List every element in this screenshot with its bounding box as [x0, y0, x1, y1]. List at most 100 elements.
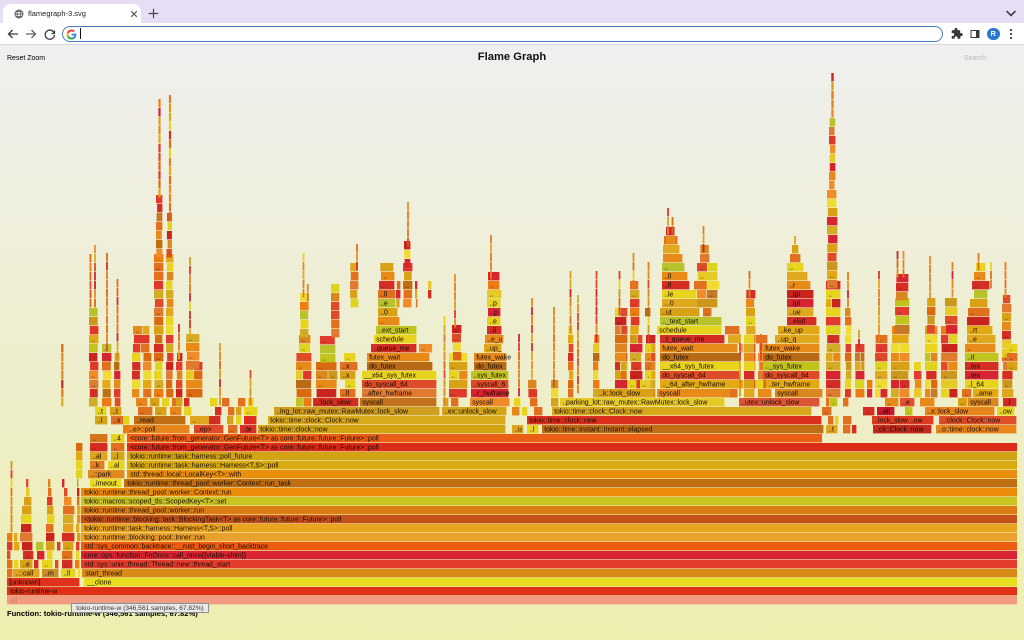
svg-text:..: ..: [632, 355, 636, 362]
svg-text:..ll: ..ll: [664, 274, 671, 281]
svg-text:<core::future::from_generator:: <core::future::from_generator::GenFuture…: [130, 445, 379, 452]
svg-text:do_syscall_64: do_syscall_64: [662, 373, 706, 380]
svg-text:..ex::unlock_slow: ..ex::unlock_slow: [444, 409, 496, 416]
svg-text:futex_wait: futex_wait: [369, 355, 400, 362]
svg-text:..: ..: [156, 265, 160, 272]
svg-text:syscall: syscall: [777, 391, 798, 398]
svg-text:..l: ..l: [113, 454, 119, 461]
svg-text:..t: ..t: [112, 409, 118, 416]
svg-text:..ing_lot::raw_mutex::RawMutex: ..ing_lot::raw_mutex::RawMutex::lock_slo…: [276, 409, 408, 416]
svg-text:..: ..: [893, 364, 897, 371]
svg-text:..: ..: [157, 382, 161, 389]
svg-text:..: ..: [877, 355, 881, 362]
svg-text:..queue_me: ..queue_me: [373, 346, 410, 353]
svg-text:..: ..: [632, 373, 636, 380]
svg-text:..: ..: [454, 327, 458, 334]
svg-text:..: ..: [451, 391, 455, 398]
svg-text:..rt: ..rt: [969, 328, 977, 335]
svg-text:..: ..: [927, 337, 931, 344]
svg-text:..: ..: [705, 310, 709, 317]
svg-text:..: ..: [156, 355, 160, 362]
svg-text:..al: ..al: [110, 463, 120, 470]
svg-text:<core::future::from_generator:: <core::future::from_generator::GenFuture…: [130, 436, 379, 443]
svg-text:..4: ..4: [113, 436, 121, 443]
svg-text:schedule: schedule: [376, 337, 404, 344]
svg-text:..: ..: [188, 391, 192, 398]
svg-text:tokio::runtime::task::harness:: tokio::runtime::task::harness::Harness<T…: [130, 463, 279, 470]
svg-text:..: ..: [156, 391, 160, 398]
svg-text:std::thread::local::LocalKey<T: std::thread::local::LocalKey<T>::with: [130, 472, 241, 479]
svg-text:..: ..: [829, 282, 833, 289]
svg-text:tokio::time::clock::Clock::now: tokio::time::clock::Clock::now: [270, 418, 358, 425]
svg-text:..: ..: [664, 265, 668, 272]
svg-text:..: ..: [489, 292, 493, 299]
svg-text:..ame: ..ame: [975, 391, 992, 398]
svg-text:..: ..: [172, 409, 176, 416]
svg-text:..x::lock_slow: ..x::lock_slow: [927, 409, 968, 416]
svg-text:schedule: schedule: [659, 328, 687, 335]
svg-text:..r_hwframe: ..r_hwframe: [473, 391, 510, 398]
svg-text:.: .: [647, 373, 649, 380]
svg-text:..: ..: [1009, 346, 1013, 353]
svg-text:..: ..: [322, 356, 326, 363]
svg-text:Reset Zoom: Reset Zoom: [7, 55, 45, 62]
svg-text:..e: ..e: [902, 400, 910, 407]
svg-text:..after_hwframe: ..after_hwframe: [364, 391, 412, 398]
svg-text:..: ..: [230, 427, 234, 434]
svg-text:..: ..: [824, 409, 828, 416]
svg-text:tokio::time::instant::Instant:: tokio::time::instant::Instant::elapsed: [544, 427, 652, 434]
svg-text:__x64_sys_futex: __x64_sys_futex: [363, 373, 416, 380]
svg-text:..e: ..e: [22, 562, 30, 569]
svg-text:..: ..: [318, 364, 322, 371]
svg-text:.: .: [832, 400, 834, 407]
svg-text:..: ..: [887, 400, 891, 407]
svg-text:..ll: ..ll: [63, 571, 70, 578]
svg-text:..: ..: [1004, 355, 1008, 362]
svg-text:Flame Graph: Flame Graph: [478, 51, 547, 63]
svg-text:..: ..: [92, 436, 96, 443]
svg-text:..: ..: [192, 418, 196, 425]
svg-text:.: .: [647, 364, 649, 371]
svg-text:..ue: ..ue: [789, 310, 801, 317]
svg-text:..t: ..t: [97, 409, 103, 416]
svg-text:..e: ..e: [380, 301, 388, 308]
svg-text:..: ..: [970, 310, 974, 317]
svg-text:tokio::runtime::thread_pool::w: tokio::runtime::thread_pool::worker::Con…: [84, 490, 232, 497]
svg-text:..ll: ..ll: [342, 391, 349, 398]
svg-text:..: ..: [829, 346, 833, 353]
svg-text:..: ..: [877, 373, 881, 380]
svg-text:..ll: ..ll: [664, 283, 671, 290]
svg-text:..: ..: [298, 364, 302, 371]
svg-text:tokio::time::clock::now: tokio::time::clock::now: [529, 418, 596, 425]
svg-text:syscall: syscall: [659, 391, 680, 398]
svg-text:..all: ..all: [879, 409, 890, 416]
svg-text:..: ..: [64, 562, 68, 569]
svg-text:..ut: ..ut: [662, 310, 672, 317]
svg-text:..: ..: [828, 364, 832, 371]
svg-text:..ipi: ..ipi: [789, 292, 800, 299]
svg-text:..k: ..k: [92, 463, 100, 470]
svg-text:..: ..: [381, 283, 385, 290]
svg-text:..: ..: [490, 283, 494, 290]
svg-text:..read: ..read: [136, 418, 154, 425]
svg-text:syscall: syscall: [472, 400, 493, 407]
svg-text:..p: ..p: [490, 310, 498, 317]
svg-text:..it: ..it: [967, 355, 974, 362]
svg-text:..e_u: ..e_u: [487, 337, 502, 344]
svg-text:..: ..: [642, 382, 646, 389]
svg-text:..p: ..p: [489, 301, 497, 308]
svg-text:..e: ..e: [969, 337, 977, 344]
svg-text:..: ..: [1009, 355, 1013, 362]
svg-text:..up_q: ..up_q: [777, 337, 796, 344]
svg-text:..: ..: [152, 400, 156, 407]
svg-text:tokio::runtime::task::harness:: tokio::runtime::task::harness::Harness<T…: [84, 526, 233, 533]
svg-text:..:lock_slow: ..:lock_slow: [315, 400, 351, 407]
svg-text:..ipl: ..ipl: [789, 301, 800, 308]
svg-text:..l: ..l: [1005, 400, 1011, 407]
svg-text:..: ..: [211, 418, 215, 425]
svg-text:..: ..: [709, 292, 713, 299]
svg-text:..: ..: [699, 265, 703, 272]
svg-text:..: ..: [700, 274, 704, 281]
svg-text:..: ..: [898, 285, 902, 292]
svg-text:.._sys_futex: .._sys_futex: [765, 364, 802, 371]
